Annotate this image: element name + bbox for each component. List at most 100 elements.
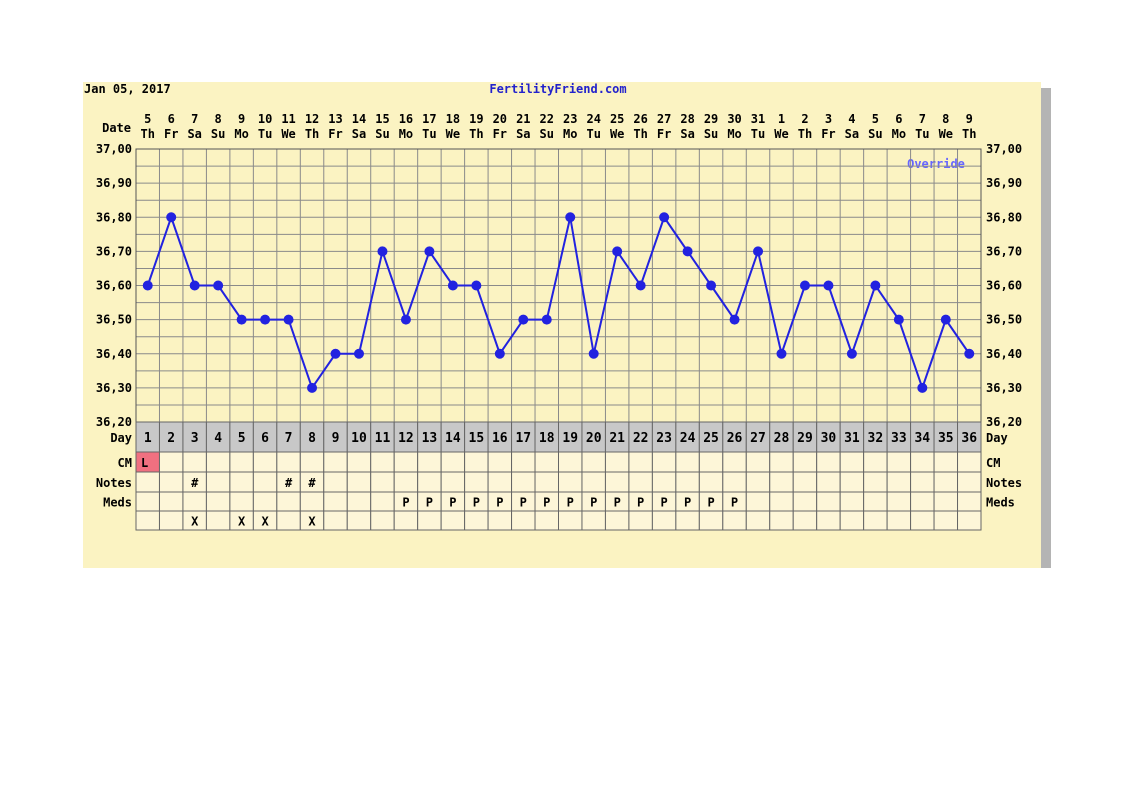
- temperature-point: [706, 280, 717, 291]
- temperature-point: [588, 348, 599, 359]
- cm-cell: [792, 451, 818, 473]
- meds-mark: P: [590, 496, 597, 510]
- y-tick-label-left: 36,90: [96, 176, 132, 190]
- date-label: 8: [942, 112, 949, 126]
- notes-mark: #: [191, 476, 199, 490]
- extra-cell: [440, 510, 466, 531]
- cycle-day-label: 2: [167, 431, 175, 446]
- cm-cell: [158, 451, 184, 473]
- weekday-label: Th: [469, 127, 483, 141]
- date-label: 16: [399, 112, 413, 126]
- extra-cell: [792, 510, 818, 531]
- cycle-table: 1 2 3 4 5 6 7 8 9 10 11 12 13 14 15 16 17 18 19 20 21 22 23 24 2…: [96, 421, 1022, 531]
- meds-cell: [323, 491, 348, 512]
- notes-cell: [604, 471, 630, 493]
- date-label: 4: [848, 112, 855, 126]
- y-tick-label-right: 36,30: [986, 381, 1022, 395]
- notes-cell: [675, 471, 700, 493]
- temperature-point: [940, 314, 951, 325]
- notes-cell: [933, 471, 959, 493]
- y-tick-label-right: 36,40: [986, 347, 1022, 361]
- y-tick-label-left: 36,30: [96, 381, 132, 395]
- date-label: 5: [144, 112, 151, 126]
- cm-cell: [558, 451, 583, 473]
- weekday-label: We: [281, 127, 295, 141]
- extra-cell: [558, 510, 583, 531]
- date-label: 24: [586, 112, 600, 126]
- meds-cell: [370, 491, 395, 512]
- y-tick-label-left: 36,20: [96, 415, 132, 429]
- meds-cell: [229, 491, 254, 512]
- temperature-point: [377, 246, 388, 257]
- extra-cell: [604, 510, 630, 531]
- temperature-point: [846, 348, 857, 359]
- date-label: 28: [680, 112, 694, 126]
- extra-cell: [323, 510, 348, 531]
- cycle-day-label: 27: [750, 431, 766, 446]
- y-tick-label-left: 36,80: [96, 210, 132, 224]
- override-label[interactable]: Override: [907, 157, 965, 171]
- meds-cell: [792, 491, 818, 512]
- row-label-right: Notes: [986, 476, 1022, 490]
- date-label: 26: [633, 112, 647, 126]
- cm-cell: [534, 451, 559, 473]
- weekday-label: Fr: [164, 127, 178, 141]
- weekday-label: Fr: [328, 127, 342, 141]
- cycle-day-label: 14: [445, 431, 461, 446]
- y-tick-label-left: 36,60: [96, 279, 132, 293]
- cycle-day-label: 8: [308, 431, 316, 446]
- cm-cell: [651, 451, 677, 473]
- weekday-label: We: [774, 127, 788, 141]
- temperature-point: [776, 348, 787, 359]
- temperature-points: [142, 212, 975, 393]
- meds-cell: [933, 491, 959, 512]
- date-label: 1: [778, 112, 785, 126]
- notes-cell: [158, 471, 184, 493]
- extra-cell: [346, 510, 372, 531]
- notes-cell: [464, 471, 489, 493]
- weekday-label: Su: [868, 127, 882, 141]
- cycle-day-label: 9: [332, 431, 340, 446]
- meds-mark: P: [614, 496, 621, 510]
- notes-cell: [745, 471, 771, 493]
- meds-mark: P: [402, 496, 409, 510]
- notes-cell: [886, 471, 912, 493]
- temperature-point: [307, 382, 318, 393]
- cm-cell: [863, 451, 888, 473]
- extra-cell: [393, 510, 419, 531]
- date-row-label: Date: [102, 121, 131, 135]
- site-name[interactable]: FertilityFriend.com: [489, 82, 626, 96]
- weekday-label: Sa: [516, 127, 530, 141]
- extra-cell: [581, 510, 606, 531]
- temperature-point: [659, 212, 670, 223]
- notes-cell: [534, 471, 559, 493]
- meds-cell: [910, 491, 935, 512]
- cycle-day-label: 7: [285, 431, 293, 446]
- temperature-point: [471, 280, 482, 291]
- weekday-label: Tu: [915, 127, 929, 141]
- weekday-label: Mo: [399, 127, 413, 141]
- notes-cell: [346, 471, 372, 493]
- date-label: 21: [516, 112, 530, 126]
- cycle-day-label: 28: [774, 431, 790, 446]
- temperature-point: [682, 246, 693, 257]
- row-label-left: Notes: [96, 476, 132, 490]
- temperature-point: [400, 314, 411, 325]
- cm-cell: [722, 451, 747, 473]
- temperature-point: [823, 280, 834, 291]
- y-tick-label-left: 36,50: [96, 313, 132, 327]
- temperature-point: [283, 314, 294, 325]
- meds-mark: P: [731, 496, 738, 510]
- date-label: 8: [215, 112, 222, 126]
- cm-cell: [957, 451, 982, 473]
- cycle-day-label: 10: [351, 431, 367, 446]
- cycle-day-label: 19: [562, 431, 578, 446]
- row-label-left: Meds: [103, 496, 132, 510]
- weekday-label: Th: [141, 127, 155, 141]
- notes-cell: [370, 471, 395, 493]
- weekday-label: Mo: [563, 127, 577, 141]
- cycle-day-label: 15: [469, 431, 485, 446]
- temperature-point: [799, 280, 810, 291]
- y-tick-label-left: 36,70: [96, 244, 132, 258]
- weekday-label: Sa: [187, 127, 201, 141]
